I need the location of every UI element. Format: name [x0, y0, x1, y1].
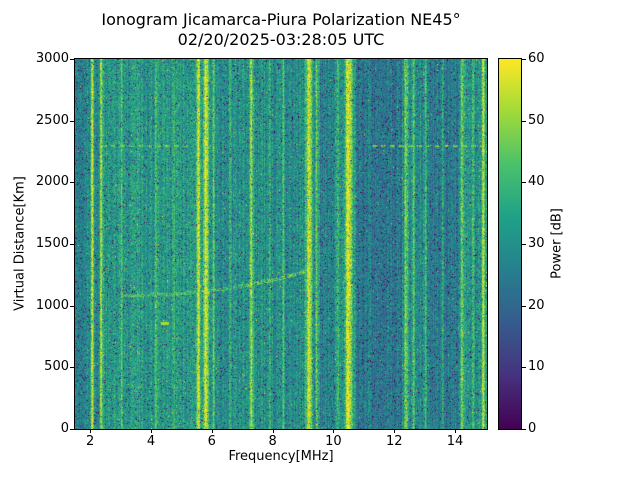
y-tick-label: 2500 — [35, 112, 69, 128]
colorbar-tick-mark — [522, 182, 526, 184]
plot-area — [74, 58, 488, 430]
chart-title: Ionogram Jicamarca-Piura Polarization NE… — [75, 10, 487, 50]
x-tick-label: 2 — [86, 434, 95, 449]
colorbar-tick-mark — [522, 120, 526, 122]
x-axis-label: Frequency[MHz] — [228, 449, 334, 464]
x-tick-label: 6 — [207, 434, 216, 449]
chart-title-line2: 02/20/2025-03:28:05 UTC — [177, 30, 385, 49]
y-tick-label: 2000 — [35, 174, 69, 190]
y-axis-label: Virtual Distance[Km] — [12, 176, 28, 311]
heatmap-canvas — [75, 59, 487, 429]
x-tick-label: 4 — [146, 434, 156, 449]
colorbar-tick-mark — [522, 305, 526, 307]
colorbar-tick-mark — [522, 367, 526, 369]
y-tick-label: 1000 — [35, 297, 69, 313]
colorbar-tick-mark — [522, 244, 526, 245]
colorbar-tick-mark — [522, 429, 526, 430]
x-tick-label: 12 — [385, 434, 403, 449]
x-tick-label: 10 — [325, 434, 342, 449]
y-tick-label: 500 — [44, 359, 69, 375]
colorbar-canvas — [499, 59, 521, 429]
y-tick-label: 3000 — [35, 51, 69, 66]
y-tick-label: 1500 — [35, 236, 69, 251]
x-tick-label: 14 — [446, 434, 464, 449]
x-tick-label: 8 — [268, 434, 277, 449]
colorbar — [498, 58, 522, 430]
y-tick-label: 0 — [60, 421, 69, 436]
colorbar-label: Power [dB] — [549, 208, 565, 279]
chart-title-line1: Ionogram Jicamarca-Piura Polarization NE… — [101, 10, 461, 29]
colorbar-tick-mark — [522, 59, 526, 60]
